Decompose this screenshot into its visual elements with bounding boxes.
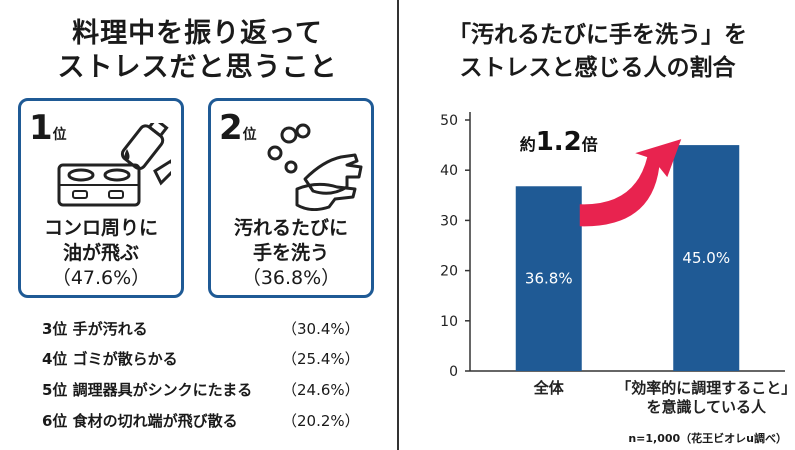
rank-row-label: 3位 手が汚れる (42, 320, 148, 338)
rank-row-percent: （20.2%） (282, 412, 360, 430)
left-panel: 料理中を振り返って ストレスだと思うこと 1位 コンロ周りに 油が飛ぶ （47.… (0, 0, 395, 450)
left-title-line1: 料理中を振り返って (72, 18, 323, 49)
rank-badge-2: 2位 (219, 108, 257, 148)
rank-row-percent: （30.4%） (282, 320, 360, 338)
y-tick-label: 30 (440, 213, 458, 229)
bar-2 (673, 145, 740, 371)
bar-value-label: 45.0% (682, 249, 730, 267)
rank-row-4: 4位 ゴミが散らかる （25.4%） (42, 347, 382, 371)
card-1-line2: 油が飛ぶ (62, 242, 139, 264)
rank-row-percent: （25.4%） (282, 350, 360, 368)
y-tick-label: 20 (440, 264, 458, 280)
rank-card-2: 2位 汚れるたびに 手を洗う （36.8%） (208, 98, 374, 298)
y-tick-label: 50 (440, 113, 458, 129)
card-2-line1: 汚れるたびに (233, 217, 348, 239)
y-tick-label: 10 (440, 314, 458, 330)
right-panel: 「汚れるたびに手を洗う」を ストレスと感じる人の割合 0 10 20 30 40 50 36… (400, 0, 795, 450)
card-2-line2: 手を洗う (252, 242, 329, 264)
footnote: n=1,000（花王ビオレu調べ） (628, 432, 787, 445)
rank-row-3: 3位 手が汚れる （30.4%） (42, 317, 382, 341)
x-category-label: を意識している人 (646, 398, 767, 416)
rank-card-1: 1位 コンロ周りに 油が飛ぶ （47.6%） (18, 98, 184, 298)
x-category-label: 「効率的に調理すること」 (616, 379, 795, 397)
card-1-line1: コンロ周りに (43, 217, 158, 239)
bar-value-label: 36.8% (525, 270, 573, 288)
left-title-line2: ストレスだと思うこと (57, 52, 338, 83)
chart-title-line1: 「汚れるたびに手を洗う」を (448, 22, 747, 48)
y-tick-label: 0 (449, 364, 458, 380)
rank-badge-1: 1位 (29, 108, 67, 148)
stove-oil-bottle-icon (57, 123, 171, 207)
rank-row-label: 6位 食材の切れ端が飛び散る (42, 412, 238, 430)
rank-row-label: 5位 調理器具がシンクにたまる (42, 381, 253, 399)
washing-hands-icon (267, 123, 363, 211)
growth-arrow (579, 139, 682, 227)
bar-1 (515, 186, 582, 371)
chart-title-line2: ストレスと感じる人の割合 (459, 55, 736, 81)
card-2-percent: （36.8%） (241, 267, 341, 289)
y-tick-label: 40 (440, 163, 458, 179)
panel-divider (397, 0, 399, 450)
x-category-label: 全体 (533, 379, 565, 397)
rank-row-label: 4位 ゴミが散らかる (42, 350, 178, 368)
bar-chart: 0 10 20 30 40 50 36.8% 全体 45.0% 「効率的に調理すること」を意識して… (440, 112, 795, 416)
rank-row-6: 6位 食材の切れ端が飛び散る （20.2%） (42, 409, 382, 433)
rank-row-percent: （24.6%） (282, 381, 360, 399)
card-1-percent: （47.6%） (51, 267, 151, 289)
ratio-annotation: 約1.2倍 (520, 127, 598, 157)
rank-row-5: 5位 調理器具がシンクにたまる （24.6%） (42, 378, 382, 402)
